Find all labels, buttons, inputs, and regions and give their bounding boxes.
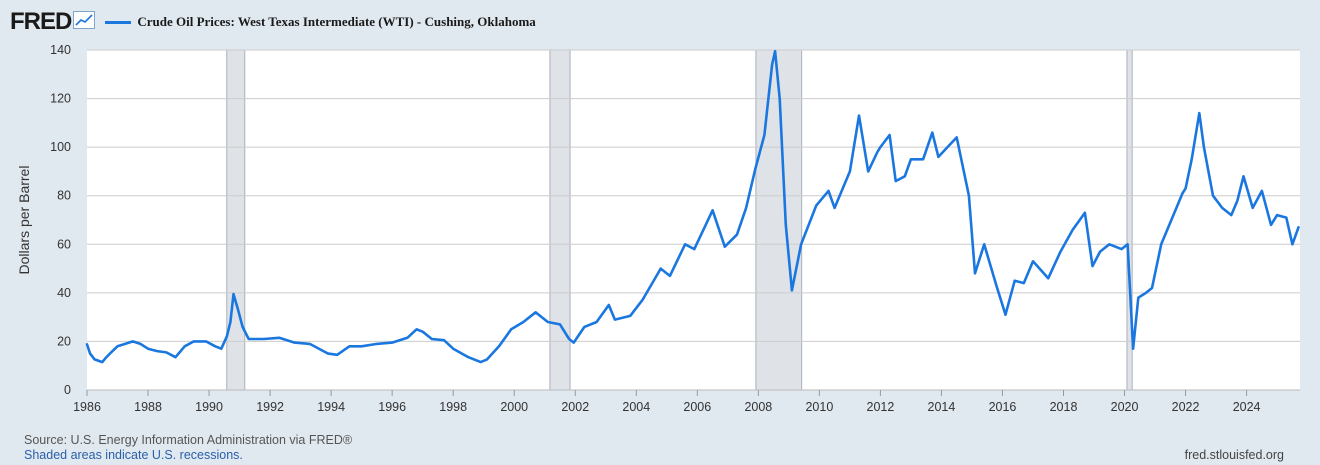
x-tick-label: 2014 xyxy=(928,400,956,414)
x-tick-label: 2002 xyxy=(561,400,589,414)
y-tick-label: 120 xyxy=(50,92,71,106)
y-tick-label: 80 xyxy=(57,189,71,203)
source-text: Source: U.S. Energy Information Administ… xyxy=(24,433,353,447)
x-tick-label: 1986 xyxy=(73,400,101,414)
x-tick-label: 2024 xyxy=(1233,400,1261,414)
x-tick-label: 1994 xyxy=(317,400,345,414)
x-tick-label: 2010 xyxy=(805,400,833,414)
x-tick-label: 1998 xyxy=(439,400,467,414)
x-tick-label: 2008 xyxy=(744,400,772,414)
legend-swatch xyxy=(105,20,132,24)
x-tick-label: 1990 xyxy=(195,400,223,414)
plot-area xyxy=(87,50,1300,390)
x-tick-label: 2006 xyxy=(683,400,711,414)
x-tick-label: 2022 xyxy=(1172,400,1200,414)
site-url[interactable]: fred.stlouisfed.org xyxy=(1184,448,1284,462)
y-tick-label: 0 xyxy=(64,383,71,397)
x-tick-label: 2018 xyxy=(1050,400,1078,414)
series-line xyxy=(85,49,1300,364)
recession-note[interactable]: Shaded areas indicate U.S. recessions. xyxy=(24,448,243,462)
fred-logo[interactable]: FRED xyxy=(10,8,72,35)
recession-band xyxy=(226,49,246,391)
y-tick-label: 100 xyxy=(50,140,71,154)
x-tick-label: 2020 xyxy=(1111,400,1139,414)
chart-line-icon xyxy=(73,10,96,34)
recession-band xyxy=(549,49,571,391)
x-tick-label: 2012 xyxy=(867,400,895,414)
line-chart[interactable]: 0 20 40 60 80 100 120 140 1986 1988 1990 1992 1994 19… xyxy=(0,0,1320,430)
chart-legend: Crude Oil Prices: West Texas Intermediat… xyxy=(105,14,536,30)
x-tick-label: 1988 xyxy=(134,400,162,414)
x-tick-label: 1992 xyxy=(256,400,284,414)
x-tick-label: 2016 xyxy=(989,400,1017,414)
legend-label: Crude Oil Prices: West Texas Intermediat… xyxy=(137,14,536,29)
chart-header: FRED Crude Oil Prices: West Texas Interm… xyxy=(10,8,536,36)
y-tick-label: 40 xyxy=(57,286,71,300)
y-axis-label: Dollars per Barrel xyxy=(16,166,32,275)
y-tick-label: 60 xyxy=(57,237,71,251)
y-tick-label: 20 xyxy=(57,334,71,348)
x-tick-label: 2000 xyxy=(500,400,528,414)
y-tick-label: 140 xyxy=(50,43,71,57)
chart-footer: Source: U.S. Energy Information Administ… xyxy=(24,433,352,463)
x-tick-label: 1996 xyxy=(378,400,406,414)
x-tick-label: 2004 xyxy=(622,400,650,414)
